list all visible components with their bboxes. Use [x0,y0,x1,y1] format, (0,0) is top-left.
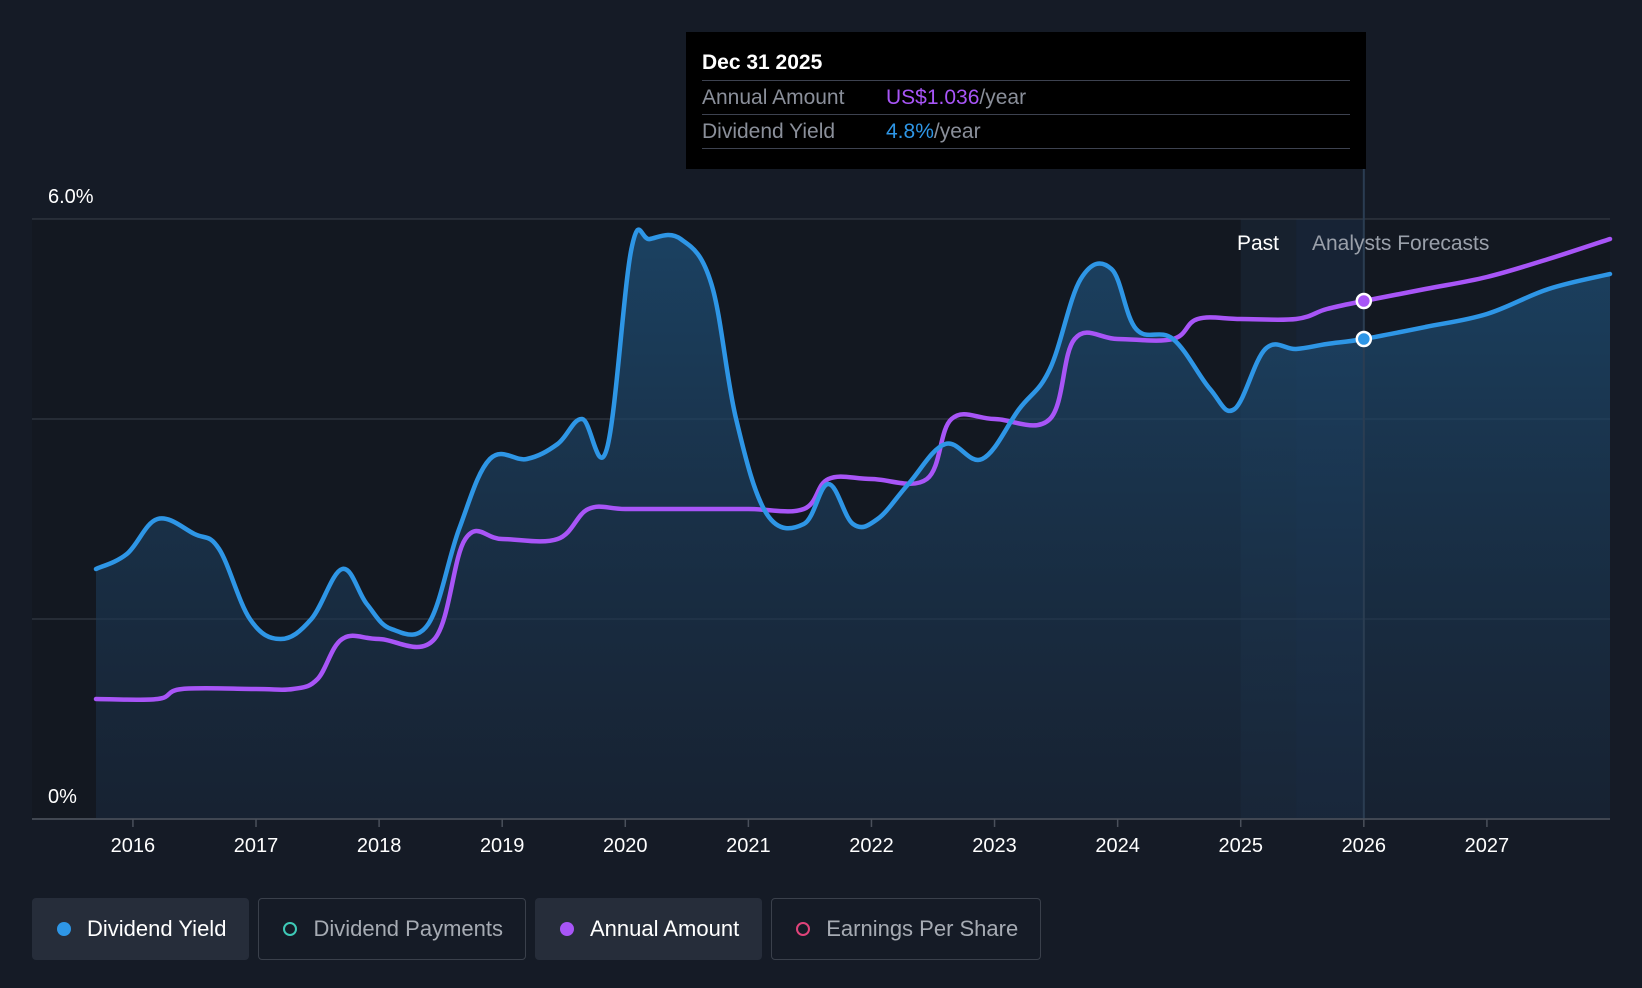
tooltip-annual-row: Annual Amount US$1.036 /year [702,81,1350,115]
annual-amount-dot-icon [559,922,574,936]
tooltip-yield-unit: /year [933,120,981,143]
legend-label: Earnings Per Share [826,916,1019,941]
axes: 2016 2017 2018 2019 2020 2021 2022 2023 2024 2025… [32,186,1610,857]
legend-label: Dividend Payments [313,916,503,941]
dividend-payments-dot-icon [283,922,298,936]
dividend-yield-line [93,227,1613,642]
legend-label: Dividend Yield [87,916,227,941]
earnings-per-share-dot-icon [796,922,811,936]
x-tick-label: 2022 [849,835,894,857]
x-tick-label: 2025 [1218,835,1263,857]
x-tick-label: 2027 [1465,835,1510,857]
x-tick-label: 2020 [603,835,648,857]
past-region-label: Past [1237,232,1279,255]
tooltip-date: Dec 31 2025 [702,46,1350,81]
tooltip: Dec 31 2025 Annual Amount US$1.036 /year… [686,32,1366,169]
legend-annual-amount[interactable]: Annual Amount [534,898,763,960]
tooltip-yield-row: Dividend Yield 4.8% /year [702,115,1350,149]
dividend-yield-dot-icon [57,922,71,936]
x-tick-label: 2024 [1095,835,1140,857]
tooltip-yield-label: Dividend Yield [702,120,836,143]
legend-label: Annual Amount [589,916,740,941]
tooltip-annual-value: US$1.036 [886,86,980,109]
dividend-yield-marker[interactable] [1355,330,1373,348]
forecast-region-label: Analysts Forecasts [1312,232,1489,255]
x-tick-label: 2019 [480,835,525,857]
annual-amount-marker[interactable] [1355,292,1373,310]
legend-earnings-per-share[interactable]: Earnings Per Share [771,898,1042,960]
tooltip-yield-value: 4.8% [886,120,934,143]
y-tick-label: 6.0% [48,186,94,208]
x-tick-label: 2016 [111,835,156,857]
legend-dividend-yield[interactable]: Dividend Yield [32,898,250,960]
x-tick-label: 2023 [972,835,1017,857]
x-tick-label: 2017 [234,835,279,857]
x-tick-label: 2026 [1342,835,1387,857]
tooltip-annual-label: Annual Amount [702,86,845,109]
legend-dividend-payments[interactable]: Dividend Payments [258,898,526,960]
x-tick-label: 2021 [726,835,771,857]
x-tick-label: 2018 [357,835,402,857]
tooltip-annual-unit: /year [979,86,1027,109]
annual-amount-line [93,236,1613,703]
legend: Dividend Yield Dividend Payments Annual … [32,898,1050,960]
y-tick-label: 0% [48,786,77,808]
